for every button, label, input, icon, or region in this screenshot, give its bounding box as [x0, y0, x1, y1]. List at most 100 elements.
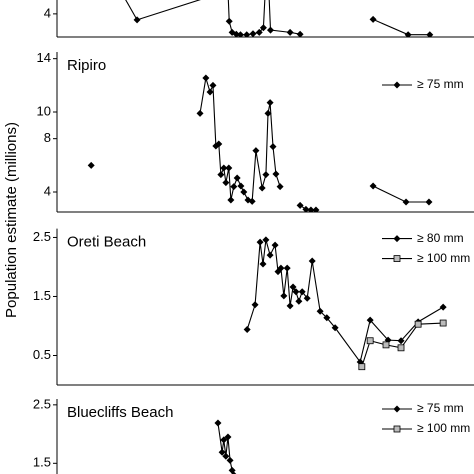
point [366, 337, 374, 345]
point [224, 433, 232, 441]
point [259, 260, 267, 268]
point [302, 205, 310, 212]
point [227, 196, 235, 204]
point [214, 419, 222, 427]
point [87, 161, 95, 169]
point [237, 182, 245, 190]
point [323, 314, 331, 322]
legend-marker [393, 425, 401, 433]
panel-title: Ripiro [67, 57, 106, 74]
point [231, 471, 237, 474]
legend-label: ≥ 75 mm [417, 401, 464, 415]
point [303, 294, 311, 302]
point [233, 174, 241, 182]
point [240, 188, 248, 196]
point [196, 109, 204, 117]
point [369, 15, 377, 23]
point [269, 143, 277, 151]
plot-area [125, 0, 434, 37]
panel-title: Bluecliffs Beach [67, 404, 173, 421]
point [222, 179, 230, 187]
point [262, 171, 270, 179]
point [366, 316, 374, 324]
point [308, 257, 316, 265]
point [218, 448, 226, 456]
point [382, 341, 390, 349]
point [271, 241, 279, 249]
series-line [246, 239, 444, 364]
point [225, 164, 233, 172]
point [251, 301, 259, 309]
point [266, 251, 274, 259]
legend-label: ≥ 100 mm [417, 251, 470, 265]
point [307, 206, 315, 212]
point [276, 183, 284, 191]
point [286, 302, 294, 310]
series-line [361, 322, 444, 367]
y-tick-label: 0.5 [33, 347, 51, 362]
legend-label: ≥ 100 mm [417, 421, 470, 435]
point [249, 30, 257, 37]
panel-title: Oreti Beach [67, 234, 146, 251]
point [296, 201, 304, 209]
point [312, 206, 320, 212]
point [259, 24, 267, 32]
point [404, 31, 412, 37]
plot-area [87, 74, 433, 212]
y-tick-label: 1.5 [33, 288, 51, 303]
point [439, 303, 447, 311]
point [272, 170, 280, 178]
point [286, 28, 294, 36]
series-line [199, 77, 429, 211]
point [402, 198, 410, 206]
point [277, 264, 285, 272]
y-tick-label: 2.5 [33, 229, 51, 244]
point [292, 288, 300, 296]
point [220, 436, 228, 444]
legend-label: ≥ 75 mm [417, 77, 464, 91]
point [236, 31, 244, 37]
y-tick-label: 4 [44, 5, 51, 20]
point [426, 31, 434, 37]
point [225, 17, 233, 25]
point [397, 337, 405, 345]
point [255, 28, 263, 36]
point [264, 109, 272, 117]
point [267, 26, 275, 34]
series-line [217, 422, 235, 474]
point [280, 292, 288, 300]
y-tick-label: 2.5 [33, 396, 51, 411]
y-tick-label: 4 [44, 183, 51, 198]
legend-marker [393, 255, 401, 263]
point [226, 456, 234, 464]
point [243, 326, 251, 334]
point [295, 297, 303, 305]
y-tick-label: 8 [44, 130, 51, 145]
point [358, 363, 366, 371]
legend-marker [393, 81, 401, 89]
plot-area [214, 419, 237, 474]
point [289, 283, 297, 291]
point [256, 238, 264, 246]
y-tick-label: 14 [37, 50, 51, 65]
point [369, 182, 377, 190]
point [252, 147, 260, 155]
point [258, 184, 266, 192]
point [248, 197, 256, 205]
y-axis-label: Population estimate (millions) [3, 122, 20, 318]
point [425, 198, 433, 206]
series-line [125, 0, 430, 36]
plot-area [243, 236, 447, 371]
point [209, 81, 217, 89]
legend-label: ≥ 80 mm [417, 231, 464, 245]
point [296, 30, 304, 37]
legend-marker [393, 235, 401, 243]
point [331, 324, 339, 332]
point [230, 183, 238, 191]
point [133, 16, 141, 24]
point [298, 288, 306, 296]
point [414, 320, 422, 328]
point [243, 31, 251, 37]
point [439, 319, 447, 327]
